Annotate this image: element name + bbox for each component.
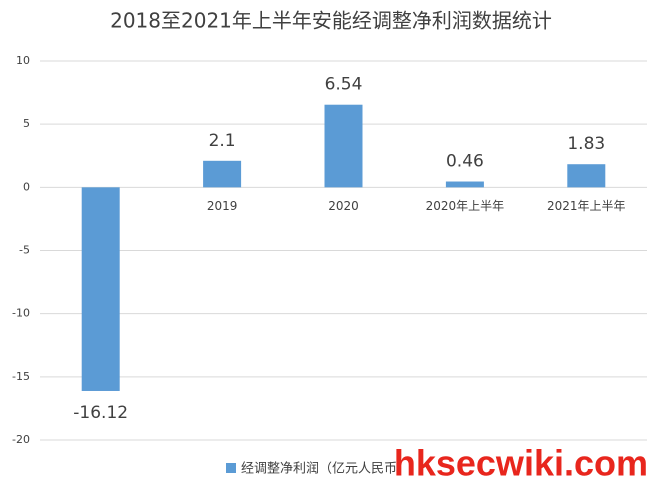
x-tick-label: 2019 xyxy=(207,199,238,213)
chart-title: 2018至2021年上半年安能经调整净利润数据统计 xyxy=(110,9,552,33)
legend-label: 经调整净利润（亿元人民币） xyxy=(241,462,410,477)
watermark: hksecwiki.com xyxy=(394,443,648,484)
y-tick-label: -5 xyxy=(19,244,30,257)
x-tick-label: 2020 xyxy=(328,199,359,213)
y-tick-label: 10 xyxy=(16,54,30,67)
x-tick-label: 2021年上半年 xyxy=(547,199,626,213)
bar xyxy=(567,164,606,188)
y-tick-label: -10 xyxy=(12,307,30,320)
bar xyxy=(324,104,363,188)
bar xyxy=(81,187,120,391)
data-label: -16.12 xyxy=(73,403,128,423)
y-tick-label: 0 xyxy=(23,180,30,193)
bar xyxy=(203,160,242,188)
data-label: 1.83 xyxy=(567,134,605,154)
y-tick-label: 5 xyxy=(23,117,30,130)
y-tick-label: -20 xyxy=(12,433,30,446)
y-tick-label: -15 xyxy=(12,370,30,383)
data-label: 0.46 xyxy=(446,152,484,172)
data-label: 6.54 xyxy=(325,75,363,95)
data-label: 2.1 xyxy=(209,131,236,151)
bar xyxy=(445,181,484,188)
legend-swatch xyxy=(226,463,236,473)
x-tick-label: 2020年上半年 xyxy=(426,199,505,213)
